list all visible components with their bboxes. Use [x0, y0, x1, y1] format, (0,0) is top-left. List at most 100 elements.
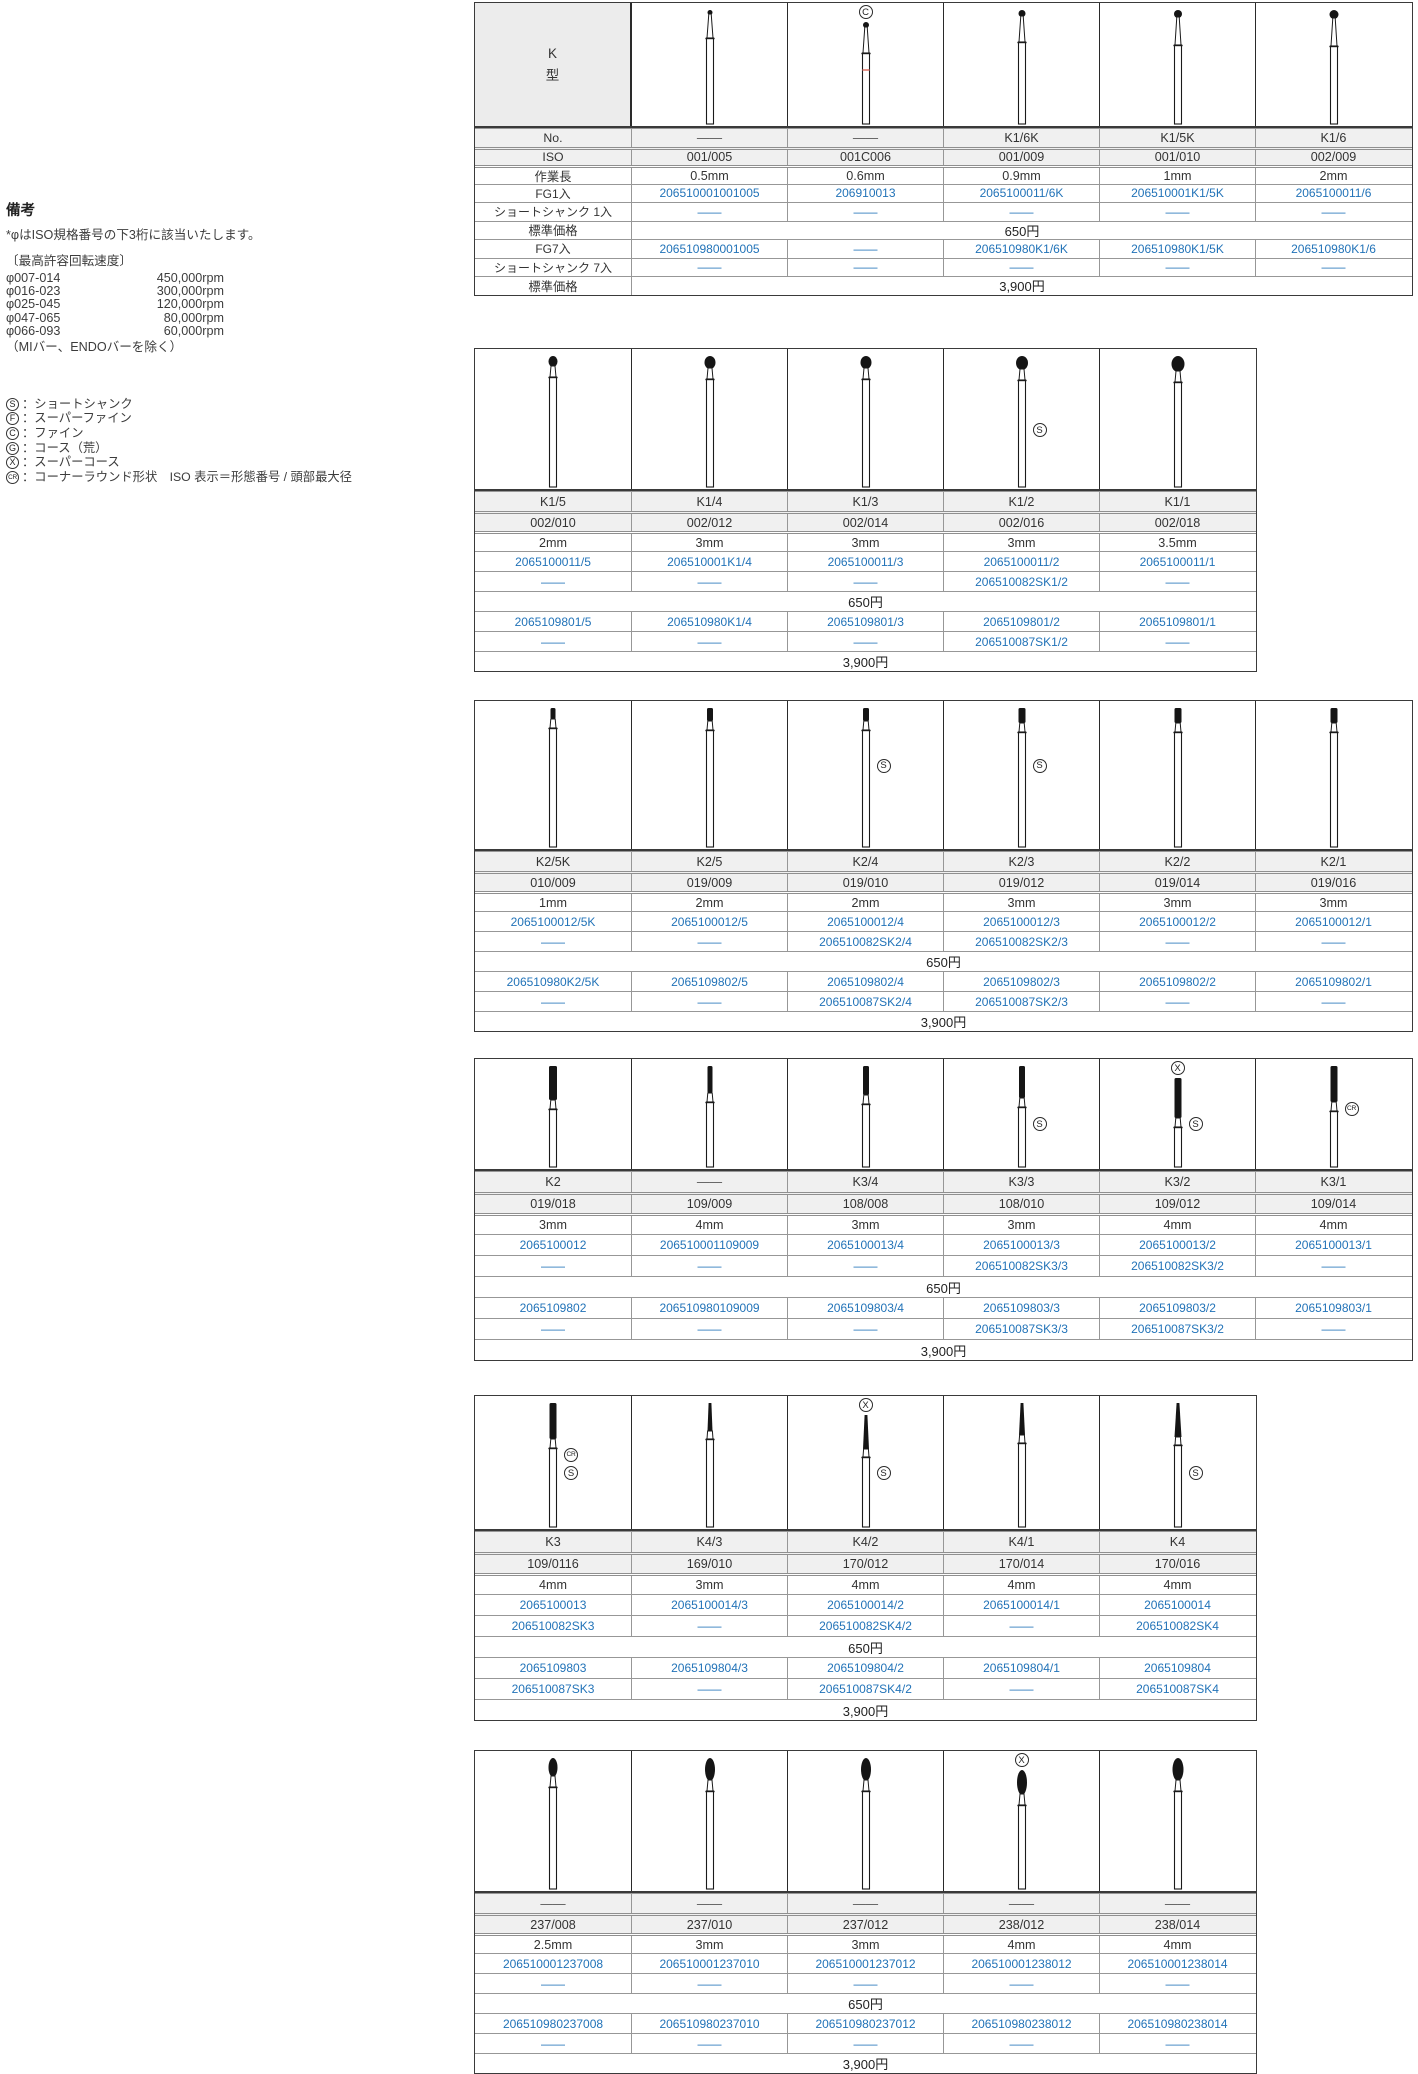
shortshank1-code-cell: ——	[943, 203, 1099, 221]
iso-cell: 010/009	[530, 875, 576, 890]
super-fine-icon: F	[6, 412, 19, 426]
iso-cell: 019/009	[631, 874, 787, 891]
table-row-ss7: —— —— —— 206510087SK3/3 206510087SK3/2 ——	[475, 1318, 1412, 1339]
legend-item: S ：ショートシャンク	[6, 397, 374, 412]
working-length-cell: 0.9mm	[943, 168, 1099, 184]
legend-item: X ：スーパーコース	[6, 455, 374, 470]
model-no-cell: K2	[545, 1175, 561, 1189]
super-coarse-icon: X	[1014, 1753, 1029, 1767]
shortshank1-code-cell: ——	[1099, 203, 1255, 221]
bur-illustration: S	[787, 701, 943, 849]
working-length-cell: 3mm	[787, 1216, 943, 1234]
shortshank1-code-cell: 206510082SK3/2	[1099, 1256, 1255, 1276]
table-row-iso: 237/008 237/010 237/012 238/012 238/014	[475, 1913, 1256, 1933]
iso-cell: 109/014	[1255, 1195, 1411, 1213]
working-length-cell: 1mm	[1099, 168, 1255, 184]
table-row-fg7: 206510980K2/5K 2065109802/5 2065109802/4 20…	[475, 971, 1412, 991]
bur-illustration	[1099, 1751, 1255, 1891]
table-row-price1: 650円	[475, 951, 1412, 971]
fg7-code-cell: 2065109802	[519, 1301, 587, 1315]
table-row-len: 1mm 2mm 2mm 3mm 3mm 3mm	[475, 891, 1412, 911]
model-no-cell: K1/4	[631, 492, 787, 511]
price-650-cell: 650円	[848, 1640, 883, 1656]
legend-label: ：ファイン	[22, 425, 84, 440]
table-row-fg1: FG1入 206510001001005 206910013 2065100011/6…	[475, 183, 1412, 202]
fg7-code-cell: 206510980K1/6	[1255, 240, 1411, 258]
fg1-code-cell: 2065100012/5	[631, 912, 787, 931]
fg7-code-cell: 206510980237010	[631, 2014, 787, 2033]
model-no-cell: K1/6	[1255, 129, 1411, 147]
speed-row: φ025-045 120,000rpm	[6, 298, 224, 311]
table-row-fg1: 2065100011/5 206510001K1/4 2065100011/3 206…	[475, 551, 1256, 571]
short-shank-icon: S	[876, 758, 891, 773]
bur-illustration	[1255, 3, 1411, 126]
model-no-cell: K1/1	[1099, 492, 1255, 511]
shortshank7-code-cell: ——	[631, 2034, 787, 2053]
fg1-code-cell: 206510001237012	[787, 1954, 943, 1973]
table-row-no: No. —— —— K1/6K K1/5K K1/6	[475, 128, 1412, 147]
shortshank1-code-cell: ——	[631, 1616, 787, 1636]
iso-cell: 237/008	[530, 1917, 576, 1932]
speed-range: φ047-065	[6, 310, 61, 325]
fg7-code-cell: 2065109802/5	[631, 972, 787, 991]
super-coarse-icon: X	[6, 456, 19, 470]
price-3900-cell: 3,900円	[842, 655, 889, 670]
working-length-cell: 2.5mm	[533, 1937, 573, 1952]
speed-range: φ016-023	[6, 284, 61, 299]
iso-cell: 001/010	[1099, 149, 1255, 165]
working-length-cell: 3mm	[539, 1218, 567, 1232]
model-no-cell: K1/5	[540, 494, 566, 509]
shortshank1-code-cell: 206510082SK2/3	[943, 932, 1099, 951]
phi-note: *φはISO規格番号の下3桁に該当いたします。	[6, 228, 261, 242]
fg1-code-cell: 2065100011/5	[515, 554, 591, 569]
bur-table-1: K 型 C No. —— —— K1/6K K1/5K K1/6 ISO 001/005 001C00…	[474, 2, 1413, 296]
shortshank7-code-cell: 206510087SK3/3	[943, 1319, 1099, 1339]
shortshank1-code-cell: ——	[541, 934, 565, 949]
bur-illustration	[475, 701, 631, 849]
working-length-cell: 3mm	[631, 1576, 787, 1594]
price-3900-cell: 3,900円	[842, 2057, 889, 2072]
fg7-code-cell: 2065109802/4	[787, 972, 943, 991]
legend-item: G ：コース（荒）	[6, 441, 374, 456]
model-no-cell: K2/4	[787, 852, 943, 871]
bur-image-row: S	[475, 349, 1256, 491]
fg1-code-cell: 2065100013/1	[1255, 1235, 1411, 1255]
row-label-cell: FG7入	[535, 242, 571, 257]
table-row-fg1: 2065100012 206510001109009 2065100013/4 206…	[475, 1234, 1412, 1255]
iso-cell: 002/016	[943, 514, 1099, 531]
price-650-cell: 650円	[926, 1280, 961, 1296]
bur-illustration: X	[943, 1751, 1099, 1891]
bur-illustration: CR	[1255, 1059, 1411, 1169]
symbol-legend: S ：ショートシャンク F ：スーパーファイン C ：ファイン G ：コース（荒） X：…	[6, 397, 374, 485]
shortshank7-code-cell: ——	[787, 632, 943, 651]
table-row-no: K2/5K K2/5 K2/4 K2/3 K2/2 K2/1	[475, 851, 1412, 871]
shortshank7-code-cell: 206510087SK2/4	[787, 992, 943, 1011]
price-3900-cell: 3,900円	[920, 1343, 967, 1359]
shortshank7-code-cell: ——	[787, 258, 943, 276]
table-row-no: K2 —— K3/4 K3/3 K3/2 K3/1	[475, 1171, 1412, 1192]
working-length-cell: 2mm	[539, 535, 567, 550]
model-no-cell: ——	[631, 129, 787, 147]
working-length-cell: 3mm	[631, 534, 787, 551]
fg1-code-cell: 2065100011/1	[1099, 552, 1255, 571]
shortshank1-code-cell: ——	[1255, 203, 1411, 221]
price-650-cell: 650円	[631, 221, 1412, 239]
working-length-cell: 3mm	[787, 534, 943, 551]
row-label-cell: 標準価格	[528, 279, 578, 294]
legend-label: ：スーパーコース	[22, 455, 120, 470]
fg1-code-cell: 2065100014	[1099, 1595, 1255, 1615]
fg1-code-cell: 206510001237008	[502, 1956, 604, 1971]
table-row-ss1: —— —— —— 206510082SK1/2 ——	[475, 571, 1256, 591]
table-row-iso: 019/018 109/009 108/008 108/010 109/012 109/0…	[475, 1192, 1412, 1213]
price-3900-cell: 3,900円	[842, 1703, 889, 1719]
fg1-code-cell: 2065100012/3	[943, 912, 1099, 931]
iso-cell: 109/0116	[527, 1557, 579, 1571]
fg7-code-cell: 2065109802/2	[1099, 972, 1255, 991]
fine-icon: C	[6, 426, 19, 440]
bur-illustration	[943, 3, 1099, 126]
model-no-cell: K4/1	[943, 1532, 1099, 1552]
table-row-iso: 109/0116 169/010 170/012 170/014 170/016	[475, 1552, 1256, 1573]
shortshank7-code-cell: 206510087SK4/2	[787, 1679, 943, 1699]
